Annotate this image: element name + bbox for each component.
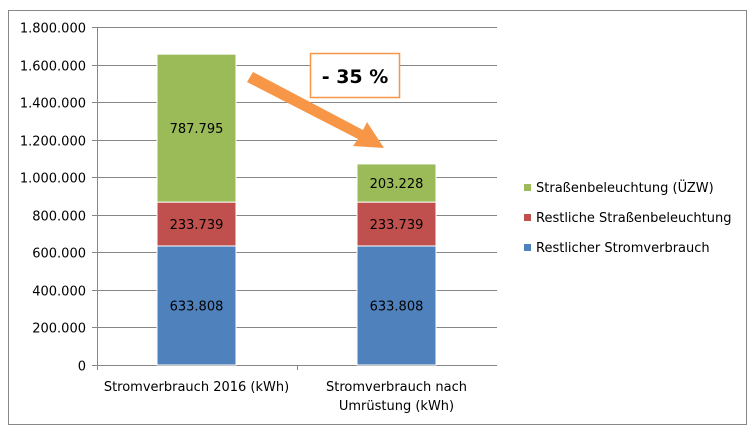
y-tick-label: 1.000.000 (20, 172, 86, 187)
y-tick-label: 200.000 (32, 322, 86, 337)
data-label: 233.739 (370, 218, 424, 233)
x-tick-label: Umrüstung (kWh) (339, 399, 454, 414)
legend-swatch (524, 184, 531, 191)
bars: 633.808 233.739 787.795 633.808 233.739 203.2… (156, 53, 437, 366)
bar-segment (356, 201, 437, 247)
x-tick-label: Stromverbrauch nach (326, 380, 467, 395)
data-label: 233.739 (170, 218, 224, 233)
y-tick-label: 1.200.000 (20, 135, 86, 150)
legend-label: Straßenbeleuchtung (ÜZW) (536, 179, 714, 196)
legend: Straßenbeleuchtung (ÜZW) Restliche Straße… (524, 179, 731, 256)
y-tick-label: 800.000 (32, 210, 86, 225)
legend-swatch (524, 244, 531, 251)
arrow-icon (247, 72, 384, 148)
y-axis-tick-labels: 0 200.000 400.000 600.000 800.000 1.000.000 1.… (20, 22, 86, 375)
y-tick-label: 0 (78, 360, 86, 375)
bar-segment (156, 245, 237, 366)
data-label: 633.808 (370, 299, 424, 314)
y-tick-label: 1.800.000 (20, 22, 86, 37)
data-label: 633.808 (170, 299, 224, 314)
legend-label: Restliche Straßenbeleuchtung (536, 211, 731, 226)
bar-segment (156, 53, 237, 203)
bar-segment (356, 245, 437, 366)
legend-label: Restlicher Stromverbrauch (536, 241, 710, 256)
bar-segment (356, 163, 437, 203)
x-axis-tick-labels: Stromverbrauch 2016 (kWh) Stromverbrauch … (104, 380, 467, 414)
y-tick-label: 1.600.000 (20, 60, 86, 75)
reduction-arrow (247, 72, 384, 148)
data-label: 203.228 (370, 177, 424, 192)
annotation-box: - 35 % (309, 52, 401, 99)
x-tick-label: Stromverbrauch 2016 (kWh) (104, 380, 289, 395)
y-tick-label: 1.400.000 (20, 97, 86, 112)
legend-swatch (524, 214, 531, 221)
y-tick-label: 400.000 (32, 285, 86, 300)
reduction-label: - 35 % (322, 66, 389, 88)
data-label: 787.795 (170, 122, 224, 137)
y-tick-label: 600.000 (32, 247, 86, 262)
